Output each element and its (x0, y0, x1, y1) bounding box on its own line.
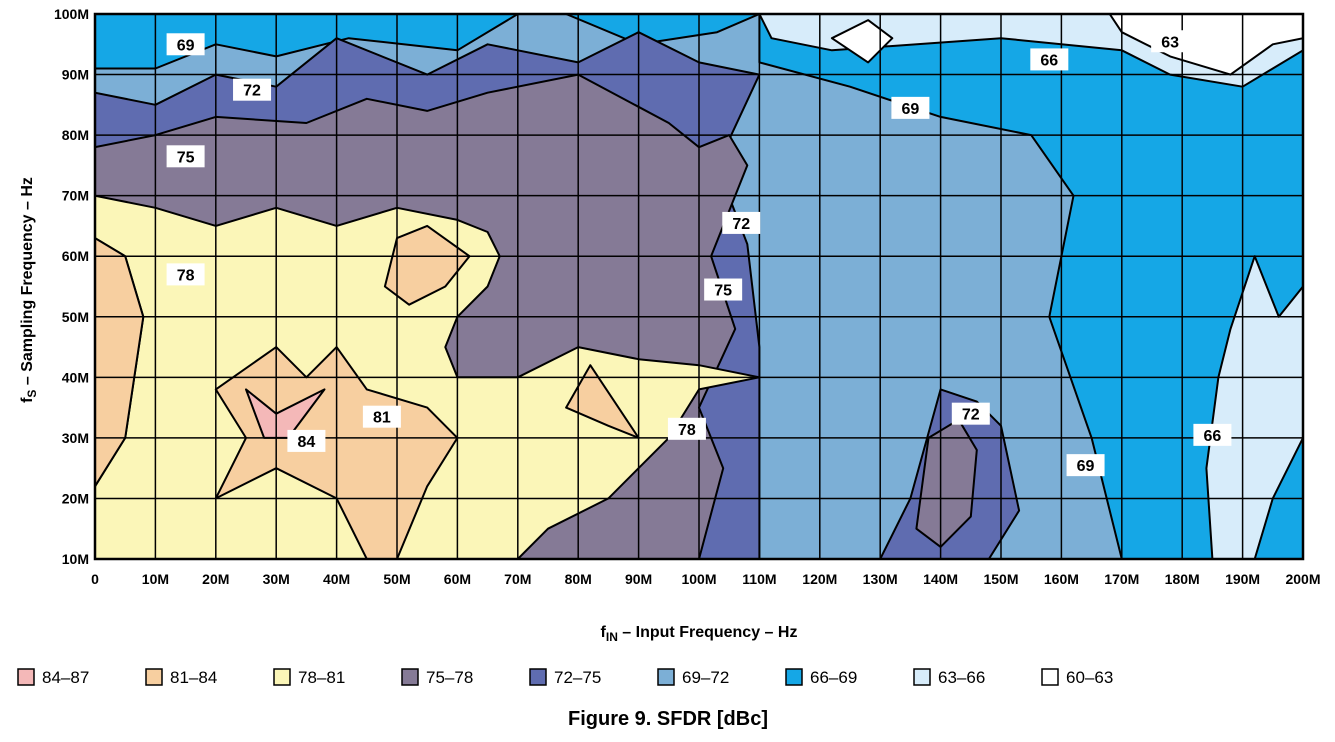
contour-label-bg (362, 405, 401, 428)
legend: 84–87 81–84 78–81 75–78 72–75 69–72 66–69 63–66… (17, 668, 1113, 687)
contour-label-bg (1193, 423, 1232, 446)
legend-swatch (657, 668, 675, 686)
x-tick-label: 170M (1104, 571, 1139, 587)
contour-region-3 (565, 14, 761, 46)
contour-region-6 (1108, 14, 1303, 76)
contour-label: 72 (732, 216, 750, 233)
legend-swatch (529, 668, 547, 686)
contour-region-7 (830, 19, 894, 64)
legend-label: 60–63 (1066, 668, 1113, 687)
contour-region-2 (95, 14, 519, 70)
legend-swatch (273, 668, 291, 686)
x-tick-label: 140M (923, 571, 958, 587)
x-tick-label: 40M (323, 571, 350, 587)
x-tick-label: 160M (1044, 571, 1079, 587)
contour-label-bg (166, 33, 205, 56)
contour-label-bg (233, 78, 272, 101)
y-axis-ticks: 10M 20M 30M 40M 50M 60M 70M 80M 90M 100M (54, 6, 89, 567)
x-axis-ticks: 0 10M 20M 30M 40M 50M 60M 70M 80M 90M 100M 110M 120M… (91, 571, 1320, 587)
contour-label: 66 (1204, 428, 1222, 445)
legend-swatch (17, 668, 35, 686)
contour-label: 72 (962, 407, 980, 424)
contour-label: 72 (243, 83, 261, 100)
contour-label-bg (166, 263, 205, 286)
x-tick-label: 100M (681, 571, 716, 587)
y-tick-label: 80M (62, 127, 89, 143)
y-tick-label: 70M (62, 188, 89, 204)
x-tick-label: 80M (565, 571, 592, 587)
contour-label: 66 (1040, 52, 1058, 69)
legend-label: 78–81 (298, 668, 345, 687)
contour-label: 75 (714, 283, 732, 300)
contour-label: 84 (298, 434, 316, 451)
contour-label-bg (287, 429, 326, 452)
legend-label: 72–75 (554, 668, 601, 687)
contour-label: 69 (177, 37, 195, 54)
contour-label-bg (704, 278, 743, 301)
grid-lines (93, 12, 1305, 561)
contour-label: 78 (177, 267, 195, 284)
legend-swatch (913, 668, 931, 686)
contour-label-bg (951, 402, 990, 425)
contour-label: 69 (1077, 458, 1095, 475)
x-tick-label: 70M (504, 571, 531, 587)
contour-label: 81 (373, 410, 391, 427)
x-tick-label: 90M (625, 571, 652, 587)
x-tick-label: 120M (802, 571, 837, 587)
x-tick-label: 20M (202, 571, 229, 587)
y-tick-label: 100M (54, 6, 89, 22)
legend-label: 75–78 (426, 668, 473, 687)
contour-labels: 69 72 75 78 81 84 78 72 75 69 66 63 72 66 69 (166, 30, 1232, 477)
x-tick-label: 30M (263, 571, 290, 587)
x-tick-label: 130M (863, 571, 898, 587)
legend-swatch (1041, 668, 1059, 686)
x-tick-label: 150M (983, 571, 1018, 587)
legend-label: 81–84 (170, 668, 217, 687)
y-tick-label: 10M (62, 551, 89, 567)
y-tick-label: 20M (62, 490, 89, 506)
contour-label-bg (1066, 454, 1105, 477)
y-axis-title: fS – Sampling Frequency – Hz (19, 177, 39, 403)
legend-swatch (401, 668, 419, 686)
legend-swatch (145, 668, 163, 686)
contour-label-bg (722, 211, 761, 234)
x-tick-label: 60M (444, 571, 471, 587)
x-tick-label: 0 (91, 571, 99, 587)
y-tick-label: 50M (62, 309, 89, 325)
contour-label-bg (891, 96, 930, 119)
contour-label-bg (1151, 30, 1190, 53)
contour-region-17 (245, 388, 326, 439)
y-tick-label: 90M (62, 67, 89, 83)
y-tick-label: 40M (62, 369, 89, 385)
contour-label-bg (667, 417, 706, 440)
x-tick-label: 10M (142, 571, 169, 587)
x-tick-label: 110M (742, 571, 776, 587)
x-tick-label: 190M (1225, 571, 1260, 587)
figure-title: Figure 9. SFDR [dBc] (568, 708, 768, 730)
legend-label: 63–66 (938, 668, 985, 687)
contour-label-bg (1030, 48, 1069, 71)
contour-label: 78 (678, 422, 696, 439)
legend-label: 69–72 (682, 668, 729, 687)
contour-label-bg (166, 145, 205, 168)
x-tick-label: 200M (1285, 571, 1320, 587)
x-tick-label: 50M (383, 571, 410, 587)
legend-label: 84–87 (42, 668, 89, 687)
plot-frame (93, 12, 1305, 561)
legend-swatch (785, 668, 803, 686)
x-tick-label: 180M (1165, 571, 1200, 587)
contour-label: 69 (902, 101, 920, 118)
y-tick-label: 30M (62, 430, 89, 446)
contour-label: 63 (1161, 34, 1179, 51)
legend-label: 66–69 (810, 668, 857, 687)
y-tick-label: 60M (62, 248, 89, 264)
x-axis-title: fIN – Input Frequency – Hz (601, 624, 798, 644)
contour-label: 75 (177, 149, 195, 166)
